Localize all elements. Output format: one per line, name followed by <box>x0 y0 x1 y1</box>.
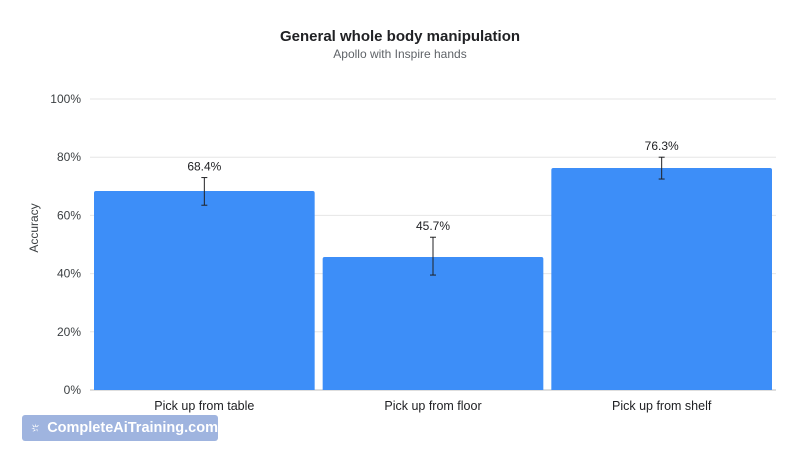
bars <box>94 167 772 390</box>
y-tick-label: 40% <box>57 267 81 281</box>
error-bar <box>658 156 665 180</box>
y-tick-label: 20% <box>57 325 81 339</box>
watermark-text: CompleteAiTraining.com <box>47 420 218 436</box>
bar <box>551 167 772 390</box>
error-bars <box>201 156 665 276</box>
data-label: 45.7% <box>416 219 450 233</box>
error-bar <box>201 177 208 206</box>
data-label: 76.3% <box>645 139 679 153</box>
chart-subtitle: Apollo with Inspire hands <box>333 47 466 61</box>
y-tick-label: 100% <box>50 92 81 106</box>
bar <box>94 190 315 390</box>
error-bar <box>430 236 436 276</box>
bar <box>322 257 544 390</box>
category-labels: Pick up from table Pick up from floor Pick… <box>154 399 712 413</box>
y-tick-labels: 0% 20% 40% 60% 80% 100% <box>50 92 81 397</box>
data-label: 68.4% <box>187 160 221 174</box>
y-tick-label: 80% <box>57 150 81 164</box>
y-tick-label: 0% <box>64 383 82 397</box>
y-axis-label: Accuracy <box>27 203 41 252</box>
spark-logo-icon <box>31 423 40 432</box>
category-label: Pick up from floor <box>384 399 481 413</box>
data-labels: 68.4% 45.7% 76.3% <box>187 139 679 233</box>
category-label: Pick up from table <box>154 399 254 413</box>
category-label: Pick up from shelf <box>612 399 712 413</box>
y-tick-label: 60% <box>57 208 81 222</box>
chart-title: General whole body manipulation <box>280 28 520 45</box>
watermark-badge: CompleteAiTraining.com <box>22 415 218 441</box>
